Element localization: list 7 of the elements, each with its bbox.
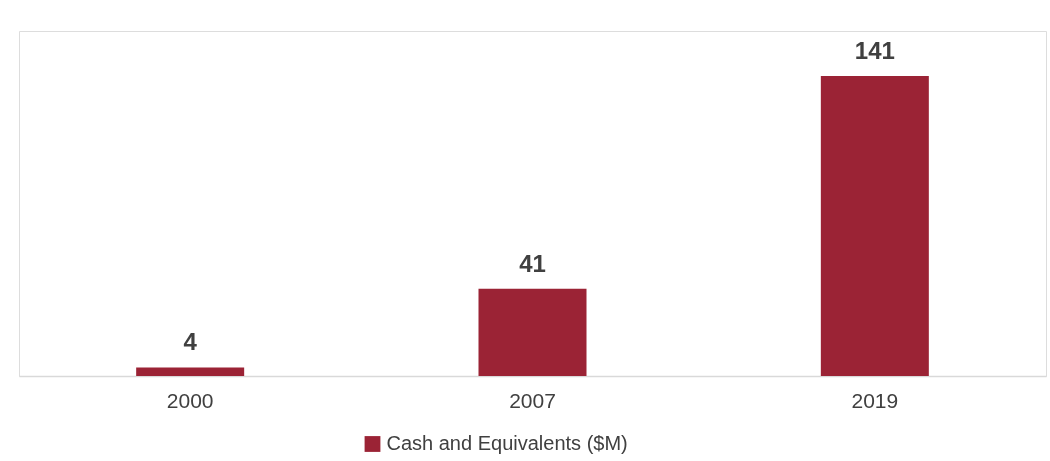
- x-tick-label: 2019: [851, 388, 899, 412]
- data-label: 41: [519, 249, 546, 277]
- x-tick-label: 2007: [509, 388, 556, 412]
- data-label: 4: [183, 328, 198, 356]
- x-tick-label: 2000: [166, 388, 214, 412]
- data-label: 141: [854, 37, 895, 64]
- legend-label: Cash and Equivalents ($M): [386, 432, 628, 454]
